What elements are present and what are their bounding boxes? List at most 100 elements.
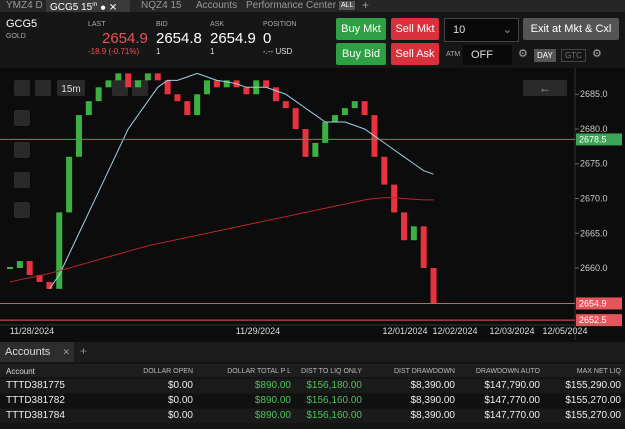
candle	[332, 115, 339, 123]
candle	[135, 80, 142, 88]
price-tag	[576, 133, 622, 146]
back-button[interactable]	[523, 80, 567, 96]
table-cell: $890.00	[254, 380, 291, 391]
tool-button[interactable]	[14, 142, 30, 158]
exit-button[interactable]: Exit at Mkt & Cxl	[523, 18, 619, 40]
quantity-input[interactable]: 10 ⌄	[444, 18, 519, 42]
tab[interactable]: Accounts	[196, 0, 238, 11]
table-cell: TTTD381784	[6, 410, 65, 421]
panel-header	[0, 342, 625, 362]
day-button[interactable]: DAY	[534, 49, 556, 62]
candle	[391, 184, 398, 213]
tab-all[interactable]: ALL	[339, 1, 356, 10]
candle	[105, 80, 112, 88]
bid-size: 1	[156, 47, 161, 56]
column-header: DOLLAR OPEN	[143, 368, 193, 375]
table-row[interactable]	[0, 379, 625, 393]
table-row[interactable]	[0, 409, 625, 423]
settings[interactable]: ⚙	[592, 48, 602, 60]
moving-average	[48, 72, 434, 290]
candle	[381, 156, 388, 185]
table-cell: $156,180.00	[306, 380, 362, 391]
tool-button[interactable]	[14, 202, 30, 218]
price-tag-label: 2678.5	[579, 134, 607, 144]
add-panel[interactable]: +	[80, 344, 88, 358]
tab[interactable]: Performance Center	[246, 0, 337, 11]
add-tab[interactable]: +	[362, 0, 370, 12]
gtc-button[interactable]: GTC	[561, 49, 586, 62]
table-cell: $8,390.00	[410, 380, 456, 391]
tab[interactable]: NQZ4 15	[141, 0, 182, 11]
candle	[85, 101, 92, 116]
table-cell: $147,770.00	[484, 410, 540, 421]
y-tick-label: 2675.0	[580, 159, 608, 169]
x-tick-label: 12/02/2024	[432, 326, 477, 336]
candle	[164, 80, 171, 95]
column-header: Account	[6, 367, 35, 376]
candle	[420, 226, 427, 269]
candle	[410, 226, 417, 241]
candle	[292, 108, 299, 129]
atm-value: OFF	[471, 49, 493, 61]
x-tick-label: 12/05/2024	[542, 326, 587, 336]
atm-select[interactable]: OFF	[463, 45, 512, 65]
tool-button[interactable]	[35, 80, 51, 96]
table-cell: $147,790.00	[484, 380, 540, 391]
buy-bid[interactable]: Buy Bid	[336, 43, 386, 65]
table-cell: $156,160.00	[306, 410, 362, 421]
settings[interactable]: ⚙	[518, 48, 528, 60]
interval-button[interactable]	[57, 80, 85, 96]
chart: 15m ← 2660.0 2665.0 2670.0 2675.0 2680.0 2685…	[0, 68, 625, 340]
table-row[interactable]	[0, 394, 625, 408]
candle	[194, 94, 201, 116]
candle	[174, 94, 181, 102]
table-cell: $890.00	[254, 410, 291, 421]
tab-label: GCG5 15	[50, 2, 93, 14]
table-cell: $155,270.00	[565, 410, 621, 421]
candle	[66, 156, 73, 213]
candle	[213, 80, 220, 88]
last-price: 2654.9	[102, 30, 148, 47]
chart-bg	[0, 68, 625, 340]
label: ASK	[210, 21, 225, 28]
symbol-name: GOLD	[6, 33, 26, 40]
price-tag-label: 2654.9	[579, 298, 607, 308]
chevron: ⌄	[502, 24, 512, 36]
tool-button[interactable]	[112, 80, 128, 96]
buy-mkt[interactable]: Buy Mkt	[336, 18, 386, 40]
candle	[341, 108, 348, 116]
table-cell: TTTD381782	[6, 395, 65, 406]
candle	[115, 73, 122, 81]
tab[interactable]: YMZ4 D	[6, 0, 43, 11]
ask: 2654.9	[210, 30, 256, 47]
tool-button[interactable]	[14, 172, 30, 188]
tab-active[interactable]: GCG5 15m ● ✕	[46, 0, 130, 14]
accounts-tab[interactable]: Accounts ✕	[0, 342, 74, 362]
quantity: 10	[453, 24, 466, 36]
candle	[144, 73, 151, 81]
tool-button[interactable]	[14, 80, 30, 96]
column-header: DRAWDOWN AUTO	[475, 368, 540, 375]
back-icon: ←	[539, 81, 551, 95]
pnl: -.-- USD	[263, 47, 293, 56]
candle	[430, 268, 437, 304]
moving-average	[9, 197, 434, 283]
tab-bar: YMZ4 D GCG5 15m ● ✕ NQZ4 15 Accounts Per…	[0, 0, 625, 14]
candle	[223, 80, 230, 88]
candle	[272, 87, 279, 102]
table-cell: $8,390.00	[410, 410, 456, 421]
tool-button[interactable]	[14, 110, 30, 126]
candle	[26, 261, 33, 275]
column-header: DIST DRAWDOWN	[393, 368, 455, 375]
table-cell: $0.00	[167, 395, 193, 406]
candle	[154, 73, 161, 81]
y-tick-label: 2660.0	[580, 263, 608, 273]
y-tick-label: 2665.0	[580, 228, 608, 238]
y-tick-label: 2680.0	[580, 124, 608, 134]
x-tick-label: 12/01/2024	[382, 326, 427, 336]
atm-label: ATM	[446, 51, 461, 58]
candle	[75, 115, 82, 157]
sell-mkt[interactable]: Sell Mkt	[391, 18, 439, 40]
sell-ask[interactable]: Sell Ask	[391, 43, 439, 65]
label: LAST	[88, 21, 106, 28]
